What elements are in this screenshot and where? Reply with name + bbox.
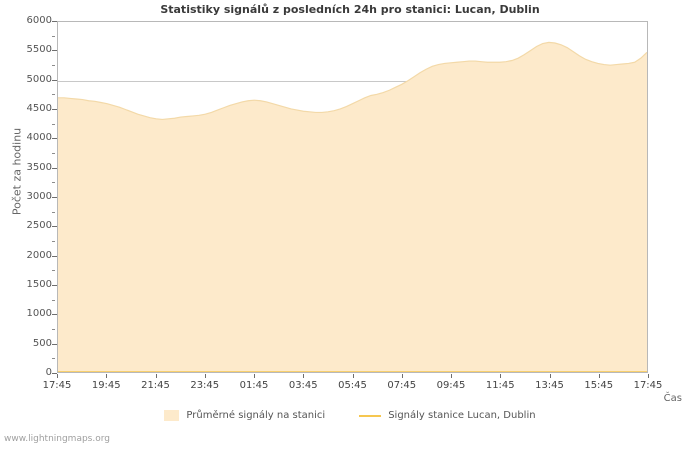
x-tick-label: 19:45 (91, 380, 121, 391)
y-axis-minor-tick (52, 299, 55, 301)
x-axis-tick (57, 374, 58, 378)
x-axis-tick (106, 374, 108, 378)
y-tick-label: 1000 (26, 308, 52, 320)
y-tick-label: 500 (32, 337, 52, 349)
y-axis-tick (52, 79, 57, 81)
y-axis-tick (52, 138, 57, 140)
y-axis-tick (52, 50, 57, 52)
y-tick-label: 3500 (26, 161, 52, 173)
y-tick-label: 0 (45, 367, 52, 378)
y-axis-minor-tick (52, 123, 55, 125)
y-axis-minor-tick (52, 182, 55, 184)
chart-legend: Průměrné signály na stanici Signály stan… (0, 410, 700, 421)
y-axis-tick (52, 167, 57, 169)
x-tick-label: 05:45 (338, 380, 367, 391)
x-axis-title: Čas (663, 393, 682, 404)
x-axis-tick (549, 374, 551, 378)
x-axis-tick (254, 374, 255, 378)
y-axis-minor-tick (52, 94, 55, 96)
legend-label-station-signals: Signály stanice Lucan, Dublin (388, 410, 536, 421)
y-axis-minor-tick (52, 358, 55, 360)
chart-title: Statistiky signálů z posledních 24h pro … (160, 3, 540, 16)
plot-area (57, 21, 648, 373)
y-axis-tick (52, 197, 57, 198)
area-outline-average-signals (58, 41, 647, 121)
y-axis-tick (52, 109, 57, 110)
gridline (58, 80, 647, 82)
y-axis-tick (52, 314, 57, 316)
x-axis-tick (352, 374, 354, 378)
y-tick-label: 1500 (26, 279, 52, 290)
x-axis-tick (500, 374, 502, 378)
y-axis-tick (52, 373, 57, 374)
x-tick-label: 11:45 (485, 380, 515, 391)
y-axis-minor-tick (52, 35, 55, 37)
y-axis-minor-tick (52, 241, 55, 242)
y-axis-minor-tick (52, 65, 55, 66)
x-tick-label: 15:45 (584, 380, 614, 391)
legend-area-swatch-icon (164, 410, 180, 421)
x-axis-tick (648, 374, 649, 378)
y-tick-label: 5000 (26, 73, 52, 85)
x-tick-label: 07:45 (387, 380, 417, 391)
x-tick-label: 23:45 (190, 380, 220, 391)
x-axis-tick (204, 374, 206, 378)
y-tick-label: 4000 (26, 132, 52, 144)
legend-item-station-signals: Signály stanice Lucan, Dublin (359, 410, 536, 421)
y-axis: 0 500 1000 1500 2000 2500 3000 3500 4000 4500 5000… (0, 0, 57, 450)
legend-line-swatch-icon (359, 414, 382, 417)
x-tick-label: 21:45 (141, 380, 170, 391)
series-area-average-signals (58, 41, 647, 372)
y-tick-label: 4500 (26, 103, 52, 114)
x-tick-label: 13:45 (535, 380, 564, 391)
y-axis-minor-tick (52, 211, 55, 213)
area-fill-average-signals (58, 42, 647, 372)
y-axis-minor-tick (52, 270, 55, 272)
y-tick-label: 3000 (26, 191, 52, 202)
x-axis-tick (155, 374, 157, 378)
y-axis-minor-tick (52, 153, 55, 154)
y-tick-label: 2000 (26, 249, 52, 261)
y-axis-tick (52, 343, 57, 345)
y-axis-minor-tick (52, 329, 55, 330)
x-tick-label: 03:45 (288, 380, 318, 391)
y-tick-label: 6000 (26, 15, 52, 26)
y-axis-tick (52, 285, 57, 286)
x-tick-label: 09:45 (436, 380, 466, 391)
y-axis-tick (52, 21, 57, 22)
footer-credit: www.lightningmaps.org (4, 434, 110, 444)
x-tick-label: 17:45 (633, 380, 663, 391)
x-tick-label: 17:45 (42, 380, 72, 391)
legend-label-average-signals: Průměrné signály na stanici (186, 410, 326, 421)
y-axis-tick (52, 226, 57, 228)
legend-item-average-signals: Průměrné signály na stanici (164, 410, 325, 421)
x-axis-tick (401, 374, 403, 378)
x-axis-tick (451, 374, 452, 378)
y-axis-tick (52, 255, 57, 257)
x-axis-tick (303, 374, 305, 378)
x-axis-tick (598, 374, 600, 378)
y-tick-label: 5500 (26, 44, 52, 56)
y-tick-label: 2500 (26, 220, 52, 232)
x-tick-label: 01:45 (239, 380, 269, 391)
